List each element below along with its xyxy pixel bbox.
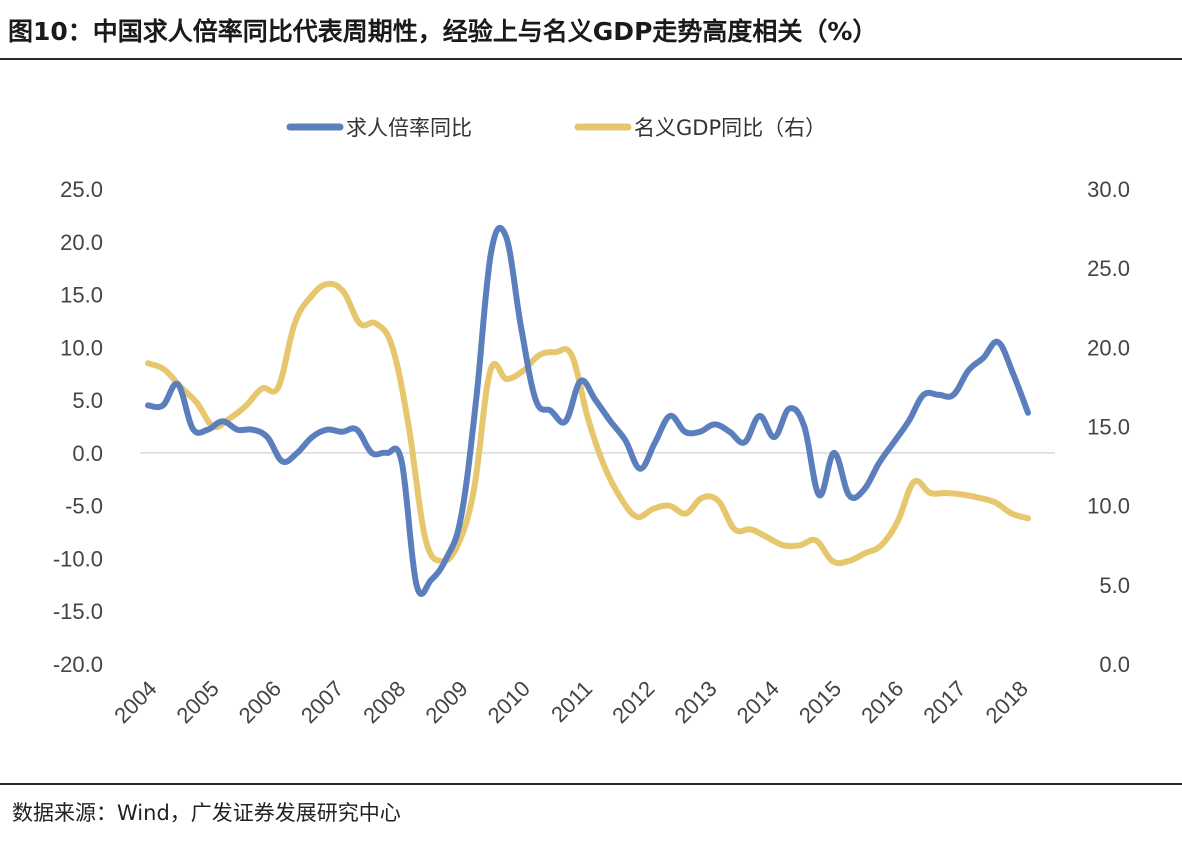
y-left-tick-label: 0.0 bbox=[72, 441, 103, 466]
series-group bbox=[145, 224, 1031, 597]
left-axis-ticks: 25.0 20.0 15.0 10.0 5.0 0.0 -5.0 -10.0 -15.0 -20.… bbox=[53, 177, 103, 677]
y-left-tick-label: -20.0 bbox=[53, 652, 103, 677]
x-tick-label: 2016 bbox=[856, 676, 908, 728]
x-tick-label: 2015 bbox=[794, 676, 846, 728]
x-tick-label: 2009 bbox=[420, 676, 472, 728]
y-left-tick-label: 25.0 bbox=[60, 177, 103, 202]
y-left-tick-label: -15.0 bbox=[53, 599, 103, 624]
legend-label-series2: 名义GDP同比（右） bbox=[634, 116, 826, 140]
x-tick-label: 2005 bbox=[171, 676, 223, 728]
right-axis-ticks: 30.0 25.0 20.0 15.0 10.0 5.0 0.0 bbox=[1087, 177, 1130, 677]
y-right-tick-label: 30.0 bbox=[1087, 177, 1130, 202]
y-left-tick-label: 20.0 bbox=[60, 230, 103, 255]
x-tick-label: 2007 bbox=[296, 676, 348, 728]
x-axis-ticks: 2004 2005 2006 2007 2008 2009 2010 2011 2012 2013… bbox=[109, 676, 1033, 728]
y-left-tick-label: 10.0 bbox=[60, 335, 103, 360]
x-tick-label: 2004 bbox=[109, 676, 161, 728]
y-right-tick-label: 10.0 bbox=[1087, 494, 1130, 519]
x-tick-label: 2017 bbox=[918, 676, 970, 728]
y-right-tick-label: 25.0 bbox=[1087, 256, 1130, 281]
series-line-1 bbox=[145, 224, 1031, 597]
legend: 求人倍率同比 名义GDP同比（右） bbox=[286, 116, 826, 140]
y-right-tick-label: 20.0 bbox=[1087, 335, 1130, 360]
x-tick-label: 2008 bbox=[358, 676, 410, 728]
y-right-tick-label: 0.0 bbox=[1099, 652, 1130, 677]
x-tick-label: 2010 bbox=[483, 676, 535, 728]
x-tick-label: 2006 bbox=[234, 676, 286, 728]
y-left-tick-label: -5.0 bbox=[65, 494, 103, 519]
y-right-tick-label: 5.0 bbox=[1099, 573, 1130, 598]
y-left-tick-label: 15.0 bbox=[60, 283, 103, 308]
y-left-tick-label: 5.0 bbox=[72, 388, 103, 413]
series-line-2 bbox=[145, 280, 1031, 567]
line-chart: 求人倍率同比 名义GDP同比（右） 25.0 20.0 15.0 10.0 5.0 0.0… bbox=[53, 116, 1130, 728]
bottom-rule bbox=[0, 783, 1182, 785]
legend-label-series1: 求人倍率同比 bbox=[346, 116, 472, 140]
x-tick-label: 2013 bbox=[669, 676, 721, 728]
top-rule bbox=[0, 58, 1182, 60]
y-left-tick-label: -10.0 bbox=[53, 546, 103, 571]
x-tick-label: 2011 bbox=[546, 676, 597, 727]
source-note: 数据来源：Wind，广发证券发展研究中心 bbox=[12, 801, 401, 825]
y-right-tick-label: 15.0 bbox=[1087, 415, 1130, 440]
x-tick-label: 2018 bbox=[981, 676, 1033, 728]
x-tick-label: 2014 bbox=[732, 676, 784, 728]
x-tick-label: 2012 bbox=[607, 676, 659, 728]
chart-title: 图10：中国求人倍率同比代表周期性，经验上与名义GDP走势高度相关（%） bbox=[8, 17, 878, 46]
